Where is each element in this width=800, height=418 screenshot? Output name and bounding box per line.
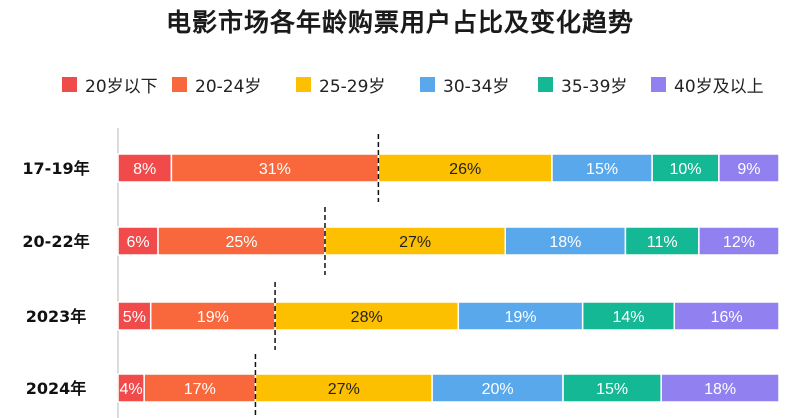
- legend-swatch: [62, 76, 77, 92]
- legend-item: 35-39岁: [538, 70, 627, 98]
- legend-label: 40岁及以上: [674, 76, 764, 97]
- chart-title: 电影市场各年龄购票用户占比及变化趋势: [165, 8, 634, 37]
- data-label: 18%: [549, 234, 581, 251]
- bar-segment: [117, 301, 152, 331]
- bar-segment: [431, 373, 564, 403]
- legend-item: 40岁及以上: [651, 70, 764, 98]
- legend-item: 20-24岁: [172, 70, 261, 98]
- data-label: 20%: [482, 381, 514, 398]
- data-label: 11%: [647, 234, 678, 251]
- bar-segment: [673, 301, 780, 331]
- data-label: 31%: [259, 161, 291, 178]
- legend-label: 30-34岁: [443, 76, 510, 97]
- bar-segment: [170, 153, 380, 183]
- legend-label: 20岁以下: [85, 76, 158, 97]
- bar-segment: [624, 226, 700, 256]
- bar-segment: [143, 373, 257, 403]
- legend-item: 25-29岁: [296, 70, 385, 98]
- data-label: 18%: [704, 381, 736, 398]
- legend-swatch: [420, 76, 435, 92]
- bar-segment: [562, 373, 662, 403]
- bar-segment: [551, 153, 653, 183]
- data-label: 12%: [723, 234, 755, 251]
- data-label: 17%: [184, 381, 216, 398]
- legend-item: 30-34岁: [420, 70, 509, 98]
- data-label: 10%: [670, 161, 702, 178]
- legend-swatch: [296, 76, 311, 92]
- data-label: 27%: [328, 381, 360, 398]
- legend: 20岁以下 20-24岁 25-29岁 30-34岁 35-39岁 40岁及以上: [0, 70, 800, 98]
- data-label: 9%: [737, 161, 760, 178]
- data-label: 27%: [399, 234, 431, 251]
- data-label: 5%: [123, 309, 146, 326]
- legend-swatch: [538, 76, 553, 92]
- legend-label: 25-29岁: [319, 76, 386, 97]
- data-label: 8%: [133, 161, 156, 178]
- legend-swatch: [651, 76, 666, 92]
- data-label: 26%: [449, 161, 481, 178]
- category-label: 20-22年: [22, 232, 89, 251]
- legend-swatch: [172, 76, 187, 92]
- data-label: 4%: [120, 381, 143, 398]
- data-label: 19%: [197, 309, 229, 326]
- data-label: 15%: [586, 161, 618, 178]
- legend-label: 35-39岁: [561, 76, 628, 97]
- bar-segment: [377, 153, 553, 183]
- data-label: 15%: [596, 381, 628, 398]
- data-label: 28%: [351, 309, 383, 326]
- data-label: 19%: [504, 309, 536, 326]
- bar-segment: [254, 373, 433, 403]
- bar-segment: [149, 301, 276, 331]
- bar-segment: [457, 301, 584, 331]
- legend-item: 20岁以下: [62, 70, 158, 98]
- legend-label: 20-24岁: [195, 76, 262, 97]
- bar-segment: [718, 153, 780, 183]
- category-label: 2024年: [26, 379, 87, 398]
- bar-segment: [698, 226, 780, 256]
- category-label: 2023年: [26, 307, 87, 326]
- bar-segment: [117, 226, 159, 256]
- category-label: 17-19年: [22, 159, 89, 178]
- data-label: 6%: [126, 234, 149, 251]
- bar-segment: [504, 226, 627, 256]
- bar-segment: [157, 226, 326, 256]
- data-label: 25%: [226, 234, 258, 251]
- data-label: 14%: [612, 309, 644, 326]
- data-label: 16%: [711, 309, 743, 326]
- bar-segment: [117, 153, 173, 183]
- bar-segment: [660, 373, 780, 403]
- bar-segment: [581, 301, 676, 331]
